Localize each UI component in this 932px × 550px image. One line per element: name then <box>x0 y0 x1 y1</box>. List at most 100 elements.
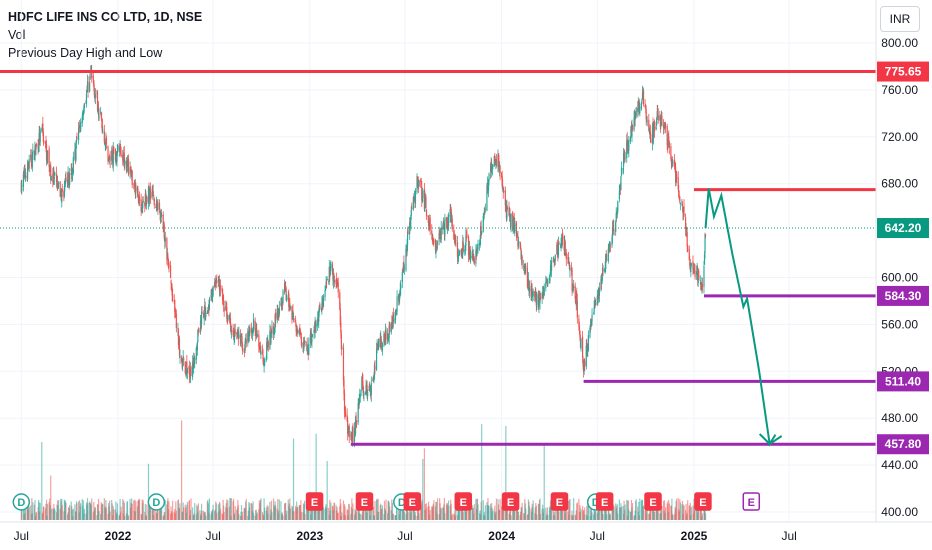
candle-body <box>340 333 342 350</box>
volume-bar <box>535 505 537 520</box>
candle-body <box>550 261 553 271</box>
time-axis[interactable]: Jul 2022 Jul 2023 Jul 2024 Jul 2025 Jul <box>14 529 797 543</box>
candle-body <box>27 162 29 180</box>
candle-body <box>704 234 707 237</box>
candle-body <box>539 297 542 300</box>
candle-body <box>265 358 267 361</box>
candle-body <box>122 154 124 161</box>
earnings-icon[interactable] <box>595 492 614 511</box>
volume-bar <box>542 504 544 520</box>
volume-bar <box>459 502 461 520</box>
candle-body <box>347 419 349 434</box>
volume-bar <box>21 503 23 520</box>
candle-body <box>87 82 89 92</box>
volume-bar <box>192 507 194 520</box>
candle-body <box>98 115 100 118</box>
candle-body <box>699 280 701 282</box>
pdhl-indicator-label[interactable]: Previous Day High and Low <box>8 46 163 60</box>
candle-body <box>442 226 444 230</box>
candle-body <box>462 242 464 252</box>
earnings-icon[interactable] <box>644 492 662 511</box>
volume-bar <box>266 504 268 520</box>
earnings-icon[interactable] <box>454 492 473 511</box>
volume-bar <box>146 504 148 520</box>
volume-bar <box>567 500 569 520</box>
volume-bar <box>329 499 331 520</box>
dividend-icon[interactable] <box>12 493 31 511</box>
candle-body <box>159 210 161 215</box>
candle-body <box>226 307 228 319</box>
candle-body <box>339 308 341 325</box>
candle-body <box>502 188 504 192</box>
volume-bar <box>134 499 136 520</box>
candle-body <box>403 267 406 269</box>
candle-body <box>613 233 615 235</box>
candle-body <box>86 90 88 93</box>
candle-body <box>358 400 360 406</box>
earnings-icon[interactable] <box>355 492 374 511</box>
volume-bar <box>455 507 457 520</box>
candle-body <box>90 68 92 70</box>
candle-body <box>120 146 122 154</box>
candle-body <box>310 332 313 344</box>
volume-bar <box>451 513 453 520</box>
candle-body <box>587 335 589 352</box>
volume-bar <box>175 510 177 520</box>
volume-bar <box>571 510 573 520</box>
volume-bar <box>363 503 365 520</box>
volume-bar <box>503 506 505 520</box>
volume-bar <box>580 508 582 520</box>
candle-body <box>100 112 102 115</box>
earnings-icon[interactable] <box>694 492 712 511</box>
volume-bar <box>613 506 615 520</box>
candle-body <box>668 136 670 142</box>
candle-body <box>531 288 533 295</box>
volume-bar <box>528 506 531 520</box>
volume-bar <box>521 502 523 520</box>
candle-body <box>578 318 580 328</box>
volume-bar <box>105 507 108 520</box>
volume-bar <box>358 503 360 520</box>
candle-body <box>331 264 334 275</box>
symbol-title: HDFC LIFE INS CO LTD, 1D, NSE <box>8 10 203 24</box>
earnings-icon[interactable] <box>501 492 520 511</box>
candle-body <box>325 281 327 287</box>
volume-bar <box>547 514 549 520</box>
earnings-icon[interactable] <box>742 492 761 511</box>
candle-body <box>192 362 194 378</box>
dividend-icon[interactable] <box>147 493 166 511</box>
candle-body <box>406 231 409 246</box>
earnings-icon[interactable] <box>403 492 422 511</box>
volume-bar <box>127 515 130 520</box>
candle-body <box>398 294 400 302</box>
candle-body <box>565 252 567 260</box>
grid <box>0 0 876 522</box>
volume-bar <box>617 513 619 520</box>
candle-body <box>284 282 286 288</box>
candle-body <box>89 73 91 80</box>
candle-body <box>145 199 147 206</box>
candle-body <box>444 217 446 235</box>
earnings-icon[interactable] <box>305 492 324 511</box>
candle-body <box>690 263 692 266</box>
volume-bar <box>454 509 456 520</box>
candle-body <box>633 117 635 130</box>
candle-body <box>690 263 692 273</box>
candle-body <box>35 145 37 150</box>
candle-body <box>133 183 135 185</box>
volume-bar <box>510 515 512 520</box>
volume-bar <box>407 512 409 520</box>
candle-body <box>361 376 363 392</box>
candle-body <box>251 330 253 333</box>
volume-bar <box>275 505 277 520</box>
candle-body <box>672 162 674 163</box>
candle-body <box>260 351 262 355</box>
volume-bar <box>392 513 394 520</box>
volume-bar <box>443 498 445 520</box>
candle-body <box>384 341 386 343</box>
currency-button[interactable]: INR <box>880 6 920 32</box>
earnings-icon[interactable] <box>550 492 569 511</box>
volume-bar <box>199 510 201 520</box>
candle-body <box>605 254 607 270</box>
